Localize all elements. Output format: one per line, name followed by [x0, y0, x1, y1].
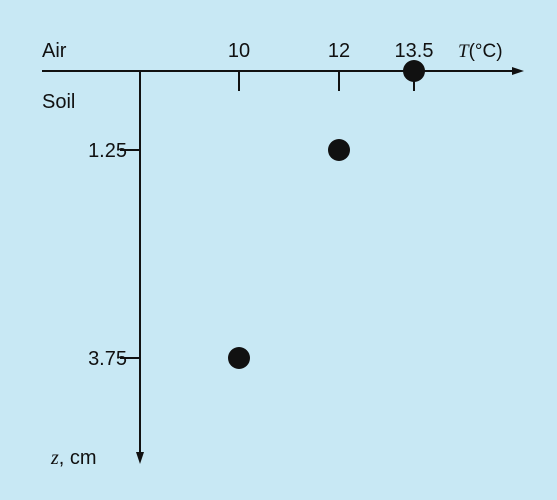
y-axis-arrowhead — [136, 452, 144, 464]
y-axis-ticks: 1.25 3.75 — [88, 140, 140, 370]
data-point — [403, 60, 425, 82]
data-point — [328, 139, 350, 161]
data-points — [228, 60, 425, 369]
x-axis-title: T(°C) — [458, 41, 503, 62]
x-axis-title-variable: T — [458, 41, 470, 62]
region-label-soil: Soil — [42, 91, 75, 113]
x-axis-arrowhead — [512, 67, 524, 75]
x-tick-label: 13.5 — [395, 40, 434, 62]
y-axis-title-unit: , cm — [59, 447, 97, 469]
y-axis-title: z, cm — [50, 447, 97, 469]
region-label-air: Air — [42, 40, 67, 62]
x-axis-title-unit: (°C) — [469, 41, 503, 62]
x-tick-label: 12 — [328, 40, 350, 62]
x-axis-ticks: 10 12 13.5 — [228, 40, 434, 91]
data-point — [228, 347, 250, 369]
y-tick-label: 3.75 — [88, 348, 127, 370]
y-axis-title-variable: z — [50, 447, 59, 469]
y-tick-label: 1.25 — [88, 140, 127, 162]
x-tick-label: 10 — [228, 40, 250, 62]
